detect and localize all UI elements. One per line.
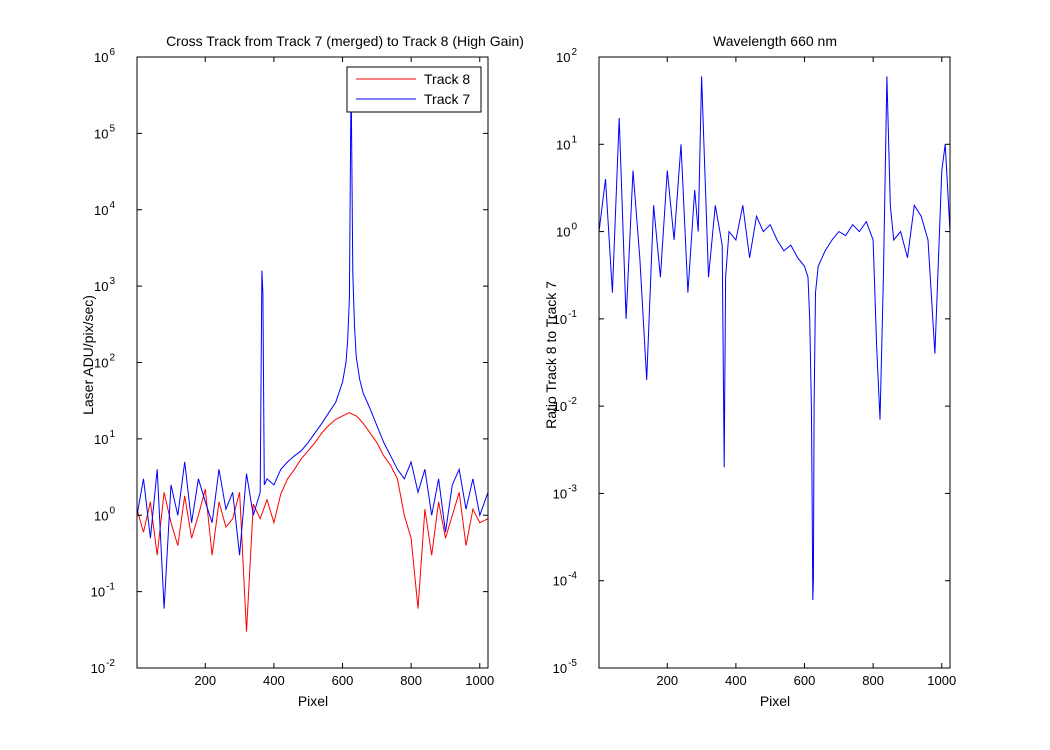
series-line-track-8 bbox=[136, 412, 489, 632]
y-axis-label-left: Laser ADU/pix/sec) bbox=[80, 295, 96, 415]
series-line-track-7 bbox=[136, 110, 489, 609]
legend-box bbox=[346, 66, 482, 113]
chart-right: 200 400 600 800 100010-510-410-310-210-11001… bbox=[543, 33, 956, 709]
plot-area-left bbox=[137, 57, 488, 668]
x-tick-label: 400 bbox=[725, 673, 747, 688]
chart-left: 200 400 600 800 100010-210-11001011021031041… bbox=[80, 33, 524, 709]
chart-title-left: Cross Track from Track 7 (merged) to Tra… bbox=[166, 33, 524, 49]
series-group-right bbox=[598, 76, 951, 601]
legend-label-track-7: Track 7 bbox=[424, 91, 470, 107]
series-group-left bbox=[136, 110, 489, 632]
x-tick-label: 600 bbox=[332, 673, 354, 688]
y-axis-label-right: Ratio Track 8 to Track 7 bbox=[543, 281, 559, 429]
x-tick-label: 400 bbox=[263, 673, 285, 688]
x-tick-label: 200 bbox=[194, 673, 216, 688]
x-tick-label: 600 bbox=[794, 673, 816, 688]
axes-box-right bbox=[598, 56, 951, 669]
series-line-ratio bbox=[598, 76, 951, 601]
x-tick-label: 800 bbox=[400, 673, 422, 688]
legend-label-track-8: Track 8 bbox=[424, 71, 470, 87]
legend: Track 8 Track 7 bbox=[346, 66, 482, 113]
plot-area-right bbox=[599, 57, 950, 668]
x-tick-label: 800 bbox=[862, 673, 884, 688]
x-tick-label: 1000 bbox=[465, 673, 494, 688]
chart-title-right: Wavelength 660 nm bbox=[713, 33, 837, 49]
x-tick-label: 200 bbox=[656, 673, 678, 688]
x-tick-label: 1000 bbox=[927, 673, 956, 688]
x-axis-label-right: Pixel bbox=[760, 693, 790, 709]
x-axis-label-left: Pixel bbox=[298, 693, 328, 709]
